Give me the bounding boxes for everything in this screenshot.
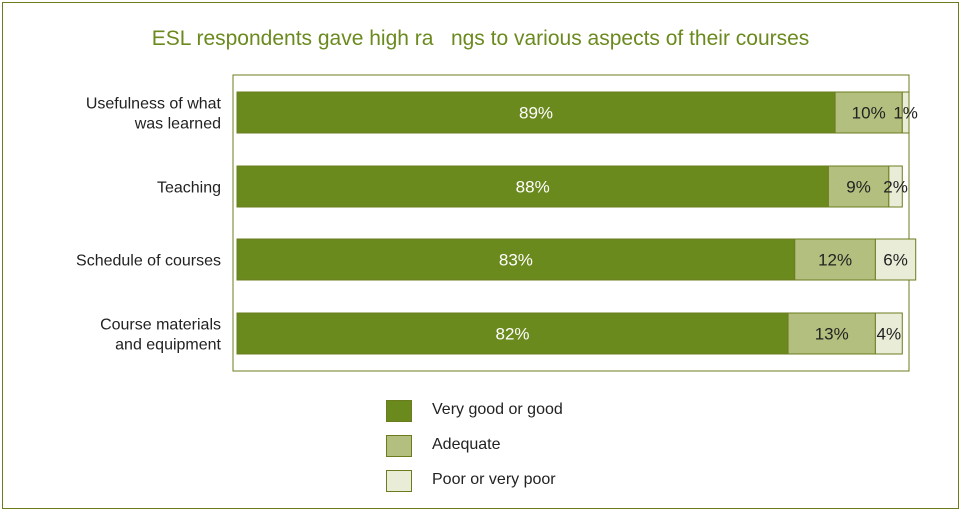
- category-label: Schedule of courses: [76, 253, 221, 270]
- data-label: 10%: [852, 104, 886, 123]
- data-label: 89%: [519, 104, 553, 123]
- bar-segment: [901, 91, 910, 134]
- data-label: 83%: [499, 251, 533, 270]
- bar-segment: [787, 312, 876, 355]
- bar-segment: [236, 165, 829, 208]
- chart-title: ESL respondents gave high ra ngs to vari…: [151, 27, 810, 50]
- data-label: 1%: [893, 104, 918, 123]
- bar-segment: [834, 91, 903, 134]
- category-label: Usefulness of what was learned: [86, 96, 222, 133]
- legend-label: Very good or good: [432, 401, 563, 418]
- data-label: 9%: [846, 178, 871, 197]
- data-label: 6%: [883, 251, 908, 270]
- data-label: 4%: [877, 325, 902, 344]
- data-label: 2%: [883, 178, 908, 197]
- chart-plot: Usefulness of what was learned 89% 10% 1% Tea…: [76, 74, 918, 372]
- legend-swatch: [386, 400, 412, 422]
- bar-segment: [827, 165, 890, 208]
- data-label: 13%: [815, 325, 849, 344]
- category-label: Course materials and equipment: [100, 317, 221, 354]
- bar-segment: [794, 238, 876, 281]
- data-label: 88%: [516, 178, 550, 197]
- bar-segment: [888, 165, 903, 208]
- bar-segment: [236, 238, 796, 281]
- legend-label: Poor or very poor: [432, 471, 556, 488]
- bar-segment: [874, 238, 917, 281]
- category-label: Teaching: [157, 180, 221, 197]
- data-label: 82%: [496, 325, 530, 344]
- legend-swatch: [386, 435, 412, 457]
- data-label: 12%: [818, 251, 852, 270]
- bar-segment: [236, 312, 789, 355]
- legend-label: Adequate: [432, 436, 501, 453]
- legend-swatch: [386, 470, 412, 492]
- bar-segment: [236, 91, 836, 134]
- bar-segment: [874, 312, 903, 355]
